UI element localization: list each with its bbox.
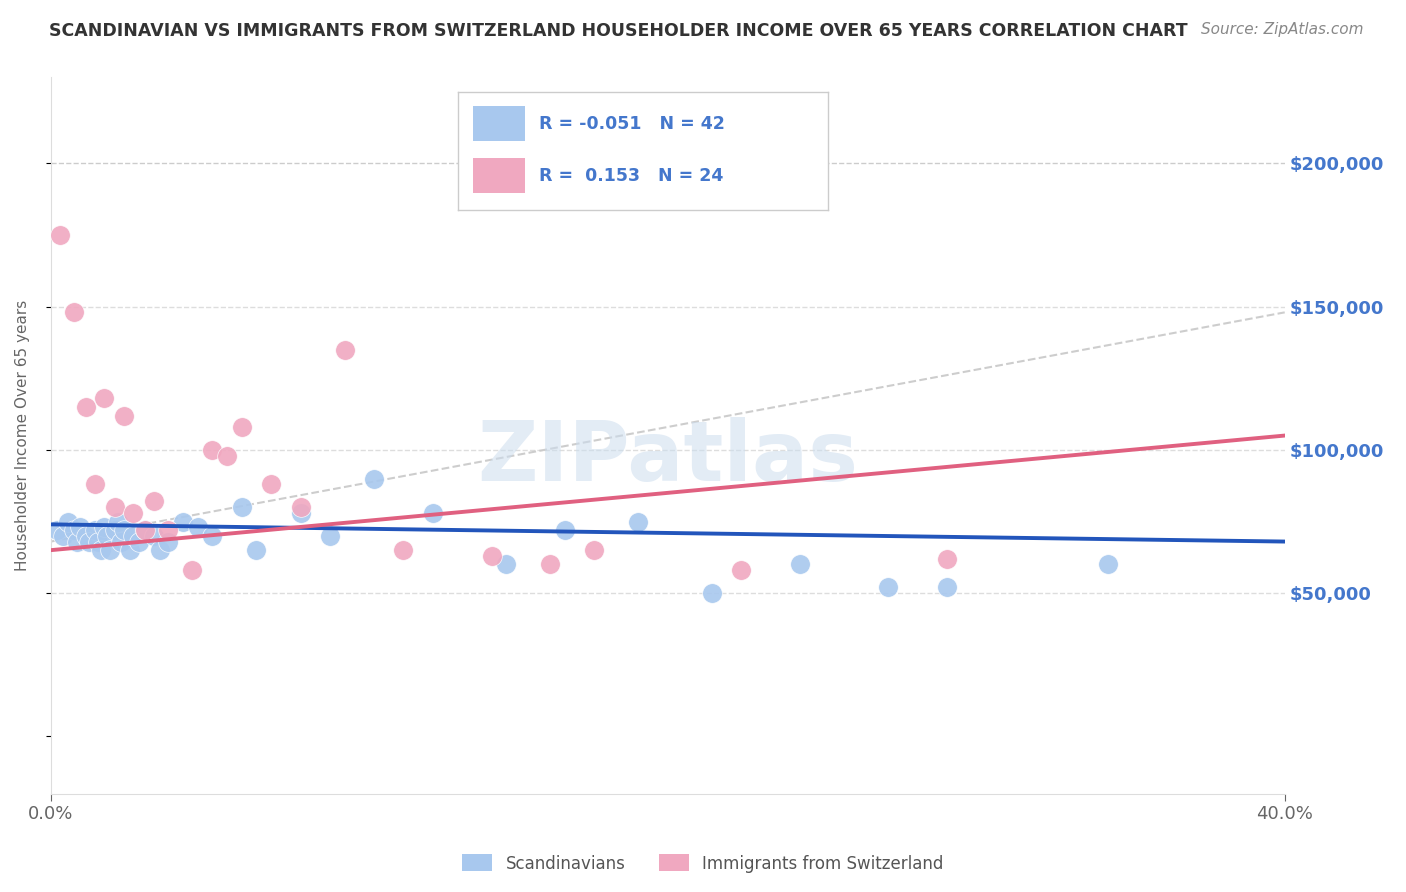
Point bbox=[935, 551, 957, 566]
Point bbox=[201, 442, 224, 457]
Text: ZIPatlas: ZIPatlas bbox=[477, 417, 858, 498]
Point bbox=[66, 534, 89, 549]
Point bbox=[142, 494, 165, 508]
Point bbox=[935, 581, 957, 595]
Point bbox=[75, 529, 97, 543]
Point bbox=[157, 523, 180, 537]
Point bbox=[290, 500, 312, 515]
Point bbox=[122, 529, 145, 543]
Point bbox=[231, 500, 253, 515]
Point bbox=[107, 515, 129, 529]
Point bbox=[789, 558, 811, 572]
Point bbox=[134, 523, 156, 537]
Point bbox=[104, 500, 127, 515]
Point bbox=[122, 506, 145, 520]
Point bbox=[104, 523, 127, 537]
Point bbox=[730, 563, 752, 577]
Point bbox=[877, 581, 900, 595]
Point bbox=[583, 543, 606, 558]
Point bbox=[93, 520, 115, 534]
Point bbox=[363, 471, 385, 485]
Y-axis label: Householder Income Over 65 years: Householder Income Over 65 years bbox=[15, 300, 30, 571]
Point bbox=[1097, 558, 1119, 572]
Point bbox=[260, 477, 283, 491]
Point bbox=[700, 586, 723, 600]
Point bbox=[495, 558, 517, 572]
Point bbox=[45, 523, 67, 537]
Point bbox=[63, 305, 86, 319]
Point bbox=[217, 449, 239, 463]
Point bbox=[96, 529, 118, 543]
Point bbox=[172, 515, 194, 529]
Legend: Scandinavians, Immigrants from Switzerland: Scandinavians, Immigrants from Switzerla… bbox=[456, 847, 950, 880]
Point bbox=[110, 534, 132, 549]
Point bbox=[75, 400, 97, 414]
Point bbox=[245, 543, 267, 558]
Point bbox=[538, 558, 561, 572]
Point bbox=[481, 549, 503, 563]
Point bbox=[63, 523, 86, 537]
Text: Source: ZipAtlas.com: Source: ZipAtlas.com bbox=[1201, 22, 1364, 37]
Point bbox=[77, 534, 100, 549]
Point bbox=[69, 520, 91, 534]
Point bbox=[231, 420, 253, 434]
Point bbox=[392, 543, 415, 558]
Point bbox=[627, 515, 650, 529]
Point bbox=[148, 543, 170, 558]
Point bbox=[83, 477, 105, 491]
Point bbox=[87, 534, 110, 549]
Point bbox=[93, 392, 115, 406]
Point bbox=[83, 523, 105, 537]
Point bbox=[120, 543, 142, 558]
Point bbox=[90, 543, 112, 558]
Point bbox=[319, 529, 342, 543]
Point bbox=[333, 343, 356, 357]
Point bbox=[201, 529, 224, 543]
Point bbox=[157, 534, 180, 549]
Point bbox=[52, 529, 75, 543]
Point bbox=[142, 529, 165, 543]
Point bbox=[187, 520, 209, 534]
Point bbox=[290, 506, 312, 520]
Point bbox=[128, 534, 150, 549]
Text: SCANDINAVIAN VS IMMIGRANTS FROM SWITZERLAND HOUSEHOLDER INCOME OVER 65 YEARS COR: SCANDINAVIAN VS IMMIGRANTS FROM SWITZERL… bbox=[49, 22, 1188, 40]
Point bbox=[180, 563, 202, 577]
Point bbox=[58, 515, 80, 529]
Point bbox=[112, 409, 135, 423]
Point bbox=[112, 523, 135, 537]
Point bbox=[134, 523, 156, 537]
Point bbox=[422, 506, 444, 520]
Point bbox=[48, 227, 70, 242]
Point bbox=[98, 543, 121, 558]
Point bbox=[554, 523, 576, 537]
